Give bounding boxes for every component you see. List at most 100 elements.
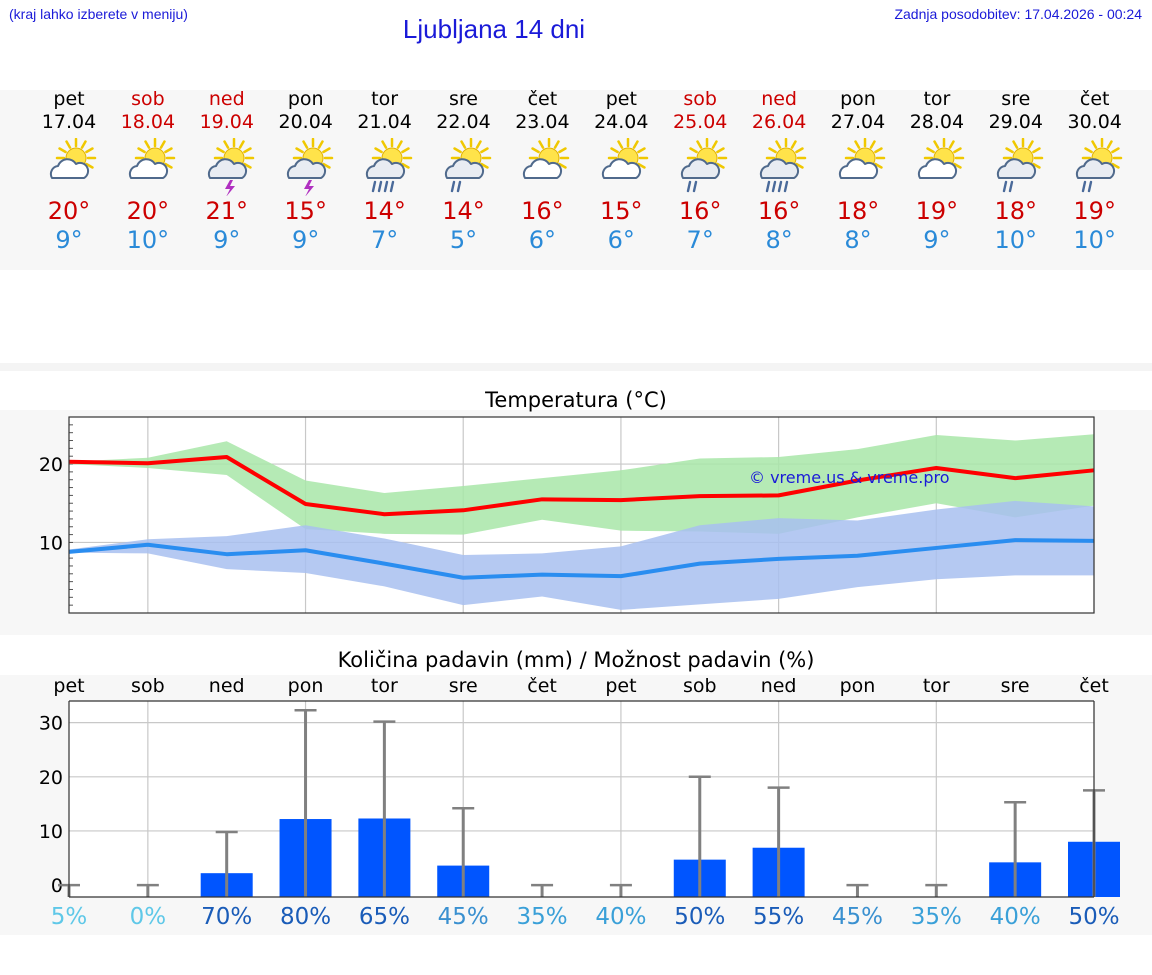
min-temperature-line bbox=[68, 538, 1095, 580]
precip-day-label: pet bbox=[605, 675, 637, 697]
min-temperature-line-point bbox=[1014, 539, 1016, 541]
precip-day-label: sre bbox=[448, 675, 478, 697]
sun-cloud-icon bbox=[602, 138, 649, 179]
y-tick-label: 10 bbox=[39, 532, 63, 554]
plot-area bbox=[69, 701, 1094, 897]
max-temperature-line-point bbox=[778, 494, 780, 496]
day-name: sob bbox=[683, 88, 717, 110]
precip-day-label: pon bbox=[839, 675, 876, 697]
min-temperature-line-point bbox=[226, 553, 228, 555]
precip-day-label: čet bbox=[1079, 675, 1109, 697]
plot-frame bbox=[68, 416, 1095, 614]
day-date: 21.04 bbox=[357, 111, 412, 133]
precip-chance-label: 45% bbox=[437, 904, 489, 930]
sun-cloud-icon bbox=[838, 138, 886, 179]
min-temperature: 9° bbox=[292, 226, 320, 254]
precip-chance-label: 70% bbox=[201, 904, 253, 930]
precip-day-label: sob bbox=[682, 675, 717, 697]
max-temperature: 19° bbox=[915, 197, 959, 225]
precip-chance-label: 0% bbox=[129, 904, 167, 930]
min-temperature-line-point bbox=[305, 549, 307, 551]
day-name: pon bbox=[287, 88, 324, 110]
max-temperature-line-point bbox=[383, 513, 385, 515]
day-name: čet bbox=[527, 88, 558, 110]
precip-day-label: tor bbox=[922, 675, 950, 697]
day-name: čet bbox=[1079, 88, 1110, 110]
precipitation-chart: 0 10 20 30 bbox=[39, 700, 1120, 898]
page-title: Ljubljana 14 dni bbox=[402, 14, 586, 44]
max-temperature: 16° bbox=[521, 197, 564, 225]
day-name: pet bbox=[53, 88, 85, 110]
sun-cloud-rain-icon bbox=[681, 138, 728, 193]
day-date: 30.04 bbox=[1067, 111, 1122, 133]
day-date: 24.04 bbox=[594, 111, 649, 133]
min-temperature-line-point bbox=[778, 558, 780, 560]
day-date: 19.04 bbox=[199, 111, 254, 133]
precip-day-label: ned bbox=[760, 675, 797, 697]
max-temperature-band bbox=[69, 434, 1094, 535]
max-temperature: 15° bbox=[600, 197, 643, 225]
day-name: tor bbox=[371, 88, 399, 110]
day-name: tor bbox=[923, 88, 951, 110]
day-name: sob bbox=[131, 88, 165, 110]
sun-cloud-heavy-rain-icon bbox=[365, 138, 412, 193]
min-temperature-line-point bbox=[147, 544, 149, 546]
forecast-panel bbox=[0, 90, 1152, 270]
y-tick-label: 30 bbox=[39, 713, 63, 735]
sun-cloud-rain-icon bbox=[444, 138, 491, 193]
precipitation-chart-title: Količina padavin (mm) / Možnost padavin … bbox=[337, 648, 815, 672]
day-date: 27.04 bbox=[830, 111, 886, 133]
max-temperature: 14° bbox=[442, 197, 485, 225]
max-temperature-line-point bbox=[541, 498, 543, 500]
day-date: 29.04 bbox=[988, 111, 1043, 133]
max-temperature-line-point bbox=[305, 503, 307, 505]
temperature-chart-title: Temperatura (°C) bbox=[485, 388, 667, 412]
y-tick-label: 20 bbox=[39, 454, 63, 476]
min-temperature: 9° bbox=[55, 226, 83, 254]
day-date: 25.04 bbox=[672, 111, 728, 133]
min-temperature: 5° bbox=[449, 226, 478, 254]
precip-chance-label: 40% bbox=[989, 904, 1041, 930]
min-temperature-band bbox=[69, 500, 1094, 610]
max-temperature: 14° bbox=[363, 197, 406, 225]
max-temperature-line-point bbox=[856, 480, 858, 482]
max-temperature-line-point bbox=[147, 462, 149, 464]
sun-cloud-storm-icon bbox=[207, 138, 255, 196]
max-temperature-line-point bbox=[620, 499, 622, 501]
last-updated: Zadnja posodobitev: 17.04.2026 - 00:24 bbox=[894, 6, 1142, 22]
precip-chance-label: 35% bbox=[516, 904, 568, 930]
min-temperature-line-point bbox=[383, 563, 385, 565]
min-temperature: 7° bbox=[370, 226, 399, 254]
day-name: sre bbox=[1001, 88, 1031, 110]
precip-day-label: pet bbox=[53, 675, 85, 697]
min-temperature-line-point bbox=[856, 555, 858, 557]
max-temperature-line bbox=[68, 454, 1095, 517]
min-temperature-line-point bbox=[620, 575, 622, 577]
max-temperature: 20° bbox=[47, 197, 91, 225]
precip-chance-label: 80% bbox=[279, 904, 332, 930]
min-temperature: 6° bbox=[607, 226, 635, 254]
max-temperature: 19° bbox=[1073, 197, 1116, 225]
sun-cloud-icon bbox=[128, 138, 176, 179]
day-date: 20.04 bbox=[278, 111, 333, 133]
max-temperature: 21° bbox=[205, 197, 249, 225]
precip-chance-label: 55% bbox=[753, 904, 805, 930]
day-name: ned bbox=[208, 88, 245, 110]
day-name: sre bbox=[449, 88, 478, 110]
sun-cloud-rain-icon bbox=[996, 138, 1044, 193]
min-temperature-line-point bbox=[935, 547, 937, 549]
precip-day-label: tor bbox=[370, 675, 398, 697]
precip-chance-label: 40% bbox=[595, 904, 647, 930]
sun-cloud-icon bbox=[523, 138, 570, 179]
min-temperature: 8° bbox=[844, 226, 872, 254]
min-temperature: 9° bbox=[923, 226, 951, 254]
y-tick-label: 10 bbox=[39, 821, 63, 843]
precip-chance-label: 50% bbox=[1068, 904, 1120, 930]
max-temperature: 16° bbox=[678, 197, 722, 225]
location-hint: (kraj lahko izberete v meniju) bbox=[9, 6, 188, 22]
max-temperature: 20° bbox=[126, 197, 170, 225]
precip-day-label: pon bbox=[287, 675, 324, 697]
day-name: pet bbox=[605, 88, 637, 110]
min-temperature: 8° bbox=[765, 226, 793, 254]
precip-chance-label: 5% bbox=[50, 904, 88, 930]
